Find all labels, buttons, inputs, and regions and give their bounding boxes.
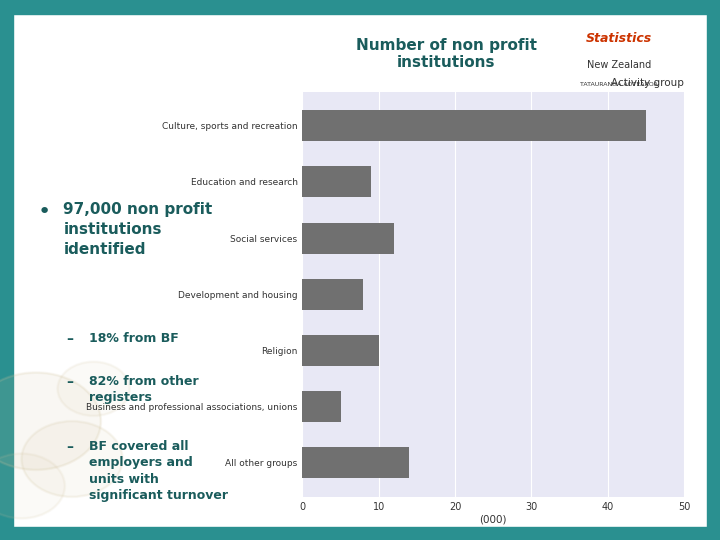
Bar — [302, 166, 371, 197]
Bar — [302, 392, 341, 422]
Bar — [302, 335, 379, 366]
Bar — [0, 0, 13, 540]
Bar — [0, 526, 720, 540]
Circle shape — [22, 421, 122, 497]
Bar — [302, 448, 409, 478]
Text: –: – — [66, 332, 73, 346]
Bar — [0, 0, 720, 14]
Bar — [302, 110, 646, 141]
Bar — [707, 0, 720, 540]
Circle shape — [0, 454, 65, 518]
Text: Activity group: Activity group — [611, 78, 684, 88]
Text: BF covered all
employers and
units with
significant turnover: BF covered all employers and units with … — [89, 440, 228, 502]
Text: –: – — [66, 375, 73, 389]
Text: TATAURANGA AOTEAROA: TATAURANGA AOTEAROA — [580, 82, 658, 87]
X-axis label: (000): (000) — [480, 515, 507, 524]
Text: 18% from BF: 18% from BF — [89, 332, 179, 345]
Text: 82% from other
registers: 82% from other registers — [89, 375, 199, 404]
Text: 97,000 non profit
institutions
identified: 97,000 non profit institutions identifie… — [63, 202, 212, 256]
Text: Statistics: Statistics — [586, 32, 652, 45]
Circle shape — [0, 373, 101, 470]
Bar — [302, 222, 394, 254]
Text: Number of non profit
institutions: Number of non profit institutions — [356, 38, 537, 70]
Text: New Zealand: New Zealand — [587, 60, 652, 70]
Text: •: • — [37, 202, 50, 222]
Bar — [302, 279, 364, 310]
Text: –: – — [66, 440, 73, 454]
Circle shape — [58, 362, 130, 416]
